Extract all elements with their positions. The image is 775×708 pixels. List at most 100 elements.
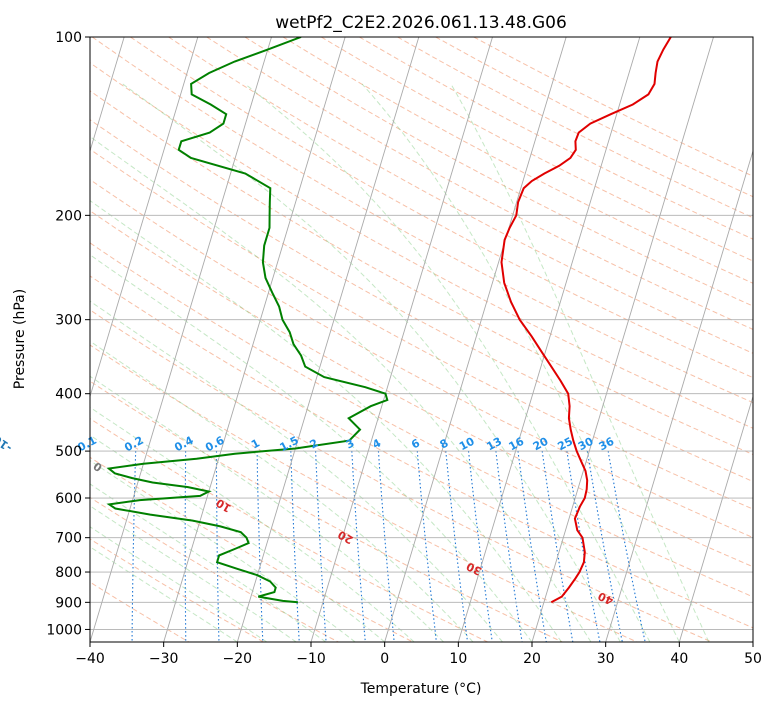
mixing-ratio-label: 13	[484, 435, 504, 454]
dry-adiabat-label: 30	[464, 559, 484, 578]
mixing-ratio-line	[495, 451, 523, 642]
moist-adiabat-line	[90, 375, 444, 642]
moist-adiabat-line	[90, 483, 326, 642]
x-tick-label: 50	[744, 651, 762, 667]
mixing-ratio-line	[541, 451, 574, 642]
y-tick-label: 100	[55, 30, 82, 46]
moist-adiabat-line	[90, 505, 297, 642]
chart-title: wetPf2_C2E2.2026.061.13.48.G06	[275, 13, 567, 33]
x-tick-label: −10	[296, 651, 326, 667]
y-tick-label: 700	[55, 531, 82, 547]
moist-adiabat-line	[90, 459, 356, 642]
dry-adiabat-label: 0	[91, 459, 105, 474]
x-tick-label: −40	[75, 651, 105, 667]
dry-adiabat-line	[90, 148, 753, 510]
x-tick-label: −30	[149, 651, 179, 667]
y-tick-label: 800	[55, 565, 82, 581]
mixing-ratio-line	[517, 451, 547, 642]
dry-adiabat-line	[90, 275, 753, 629]
y-tick-label: 300	[55, 313, 82, 329]
dry-adiabat-label: 40	[596, 589, 616, 607]
dry-adiabat-line	[130, 37, 753, 379]
isotherm-line	[752, 640, 753, 642]
dry-adiabat-line	[90, 90, 753, 456]
dry-adiabat-line	[90, 538, 264, 642]
mixing-ratio-label: 6	[409, 436, 422, 451]
mixing-ratio-label: 1	[249, 436, 262, 451]
x-tick-label: 40	[670, 651, 688, 667]
y-tick-label: 600	[55, 491, 82, 507]
isotherm-line	[384, 37, 567, 642]
moist-adiabat-line	[90, 546, 238, 642]
dry-adiabat-line	[206, 37, 753, 330]
moist-adiabat-line	[90, 340, 474, 642]
isotherm-line	[605, 149, 753, 642]
dry-adiabat-line	[90, 119, 753, 483]
mixing-ratio-line	[586, 451, 623, 642]
dry-adiabat-line	[435, 37, 753, 198]
mixing-ratio-line	[184, 451, 187, 642]
isotherm-line	[531, 37, 714, 642]
x-tick-label: 20	[523, 651, 541, 667]
mixing-ratio-line	[82, 451, 89, 642]
isotherm-line	[163, 37, 346, 642]
dry-adiabat-line	[90, 179, 753, 539]
dewpoint-profile-line	[106, 37, 389, 604]
mixing-ratio-label: 36	[597, 435, 617, 454]
mixing-ratio-label: 25	[555, 435, 575, 454]
plot-frame	[89, 36, 754, 643]
dry-adiabat-line	[90, 309, 712, 642]
mixing-ratio-line	[467, 451, 493, 642]
moist-adiabat-line	[122, 83, 621, 642]
moist-adiabat-line	[90, 300, 503, 642]
moist-adiabat-line	[450, 83, 710, 642]
mixing-ratio-line	[131, 451, 137, 642]
dry-adiabat-line	[90, 581, 190, 642]
mixing-ratio-line	[377, 451, 395, 642]
grid-lines	[90, 37, 753, 642]
dry-adiabat-line	[90, 344, 638, 642]
moist-adiabat-line	[244, 83, 651, 642]
dry-adiabat-label: -10	[0, 432, 15, 454]
mixing-ratio-line	[351, 451, 366, 642]
moist-adiabat-line	[90, 199, 562, 642]
y-tick-label: 500	[55, 444, 82, 460]
mixing-ratio-line	[445, 451, 469, 642]
x-tick-label: 30	[597, 651, 615, 667]
dry-adiabat-line	[90, 210, 753, 568]
mixing-ratio-line	[256, 451, 264, 642]
dry-adiabat-line	[282, 37, 753, 284]
moist-adiabat-line	[90, 434, 386, 642]
temperature-profile-line	[500, 37, 672, 604]
moist-adiabat-line	[90, 526, 268, 642]
y-tick-label: 400	[55, 387, 82, 403]
isotherm-line	[90, 37, 272, 642]
dry-adiabat-line	[473, 37, 753, 177]
moist-adiabat-line	[90, 406, 415, 642]
isotherm-line	[90, 37, 125, 153]
dry-adiabat-line	[91, 37, 753, 404]
dry-adiabat-line	[90, 242, 753, 598]
isotherm-line	[678, 394, 753, 642]
dry-adiabat-line	[90, 496, 339, 642]
isotherm-line	[457, 37, 641, 642]
mixing-ratio-line	[215, 451, 220, 642]
mixing-ratio-label: 30	[576, 435, 596, 454]
dry-adiabat-line	[244, 37, 753, 307]
mixing-ratio-line	[315, 451, 327, 642]
isotherm-line	[310, 37, 493, 642]
mixing-ratio-line	[290, 451, 300, 642]
moist-adiabat-line	[90, 254, 533, 642]
dry-adiabat-line	[90, 456, 414, 642]
x-axis-label: Temperature (°C)	[360, 681, 482, 697]
mixing-ratio-label: 20	[531, 435, 551, 454]
x-tick-label: 10	[449, 651, 467, 667]
mixing-ratio-label: 16	[507, 435, 527, 454]
x-axis-ticks: −40 −30 −20 −10 0 10 20 30 40 50	[75, 642, 762, 667]
background-lines	[82, 37, 753, 642]
y-tick-label: 200	[55, 208, 82, 224]
mixing-ratio-label: 4	[370, 436, 383, 451]
y-tick-label: 1000	[46, 622, 82, 638]
moist-adiabat-line	[90, 135, 592, 642]
